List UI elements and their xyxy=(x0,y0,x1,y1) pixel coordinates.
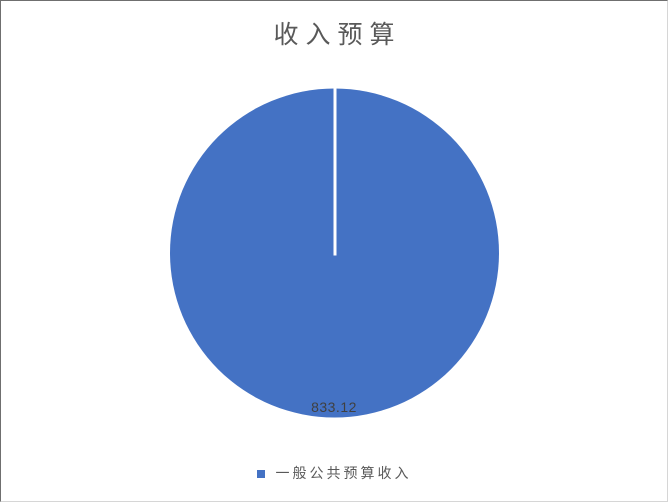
legend-label: 一般公共预算收入 xyxy=(275,465,412,481)
chart-title: 收入预算 xyxy=(273,21,402,49)
data-label: 833.12 xyxy=(311,399,357,415)
legend: 一般公共预算收入 xyxy=(1,465,667,482)
legend-item: 一般公共预算收入 xyxy=(256,465,412,482)
legend-marker xyxy=(256,469,265,478)
